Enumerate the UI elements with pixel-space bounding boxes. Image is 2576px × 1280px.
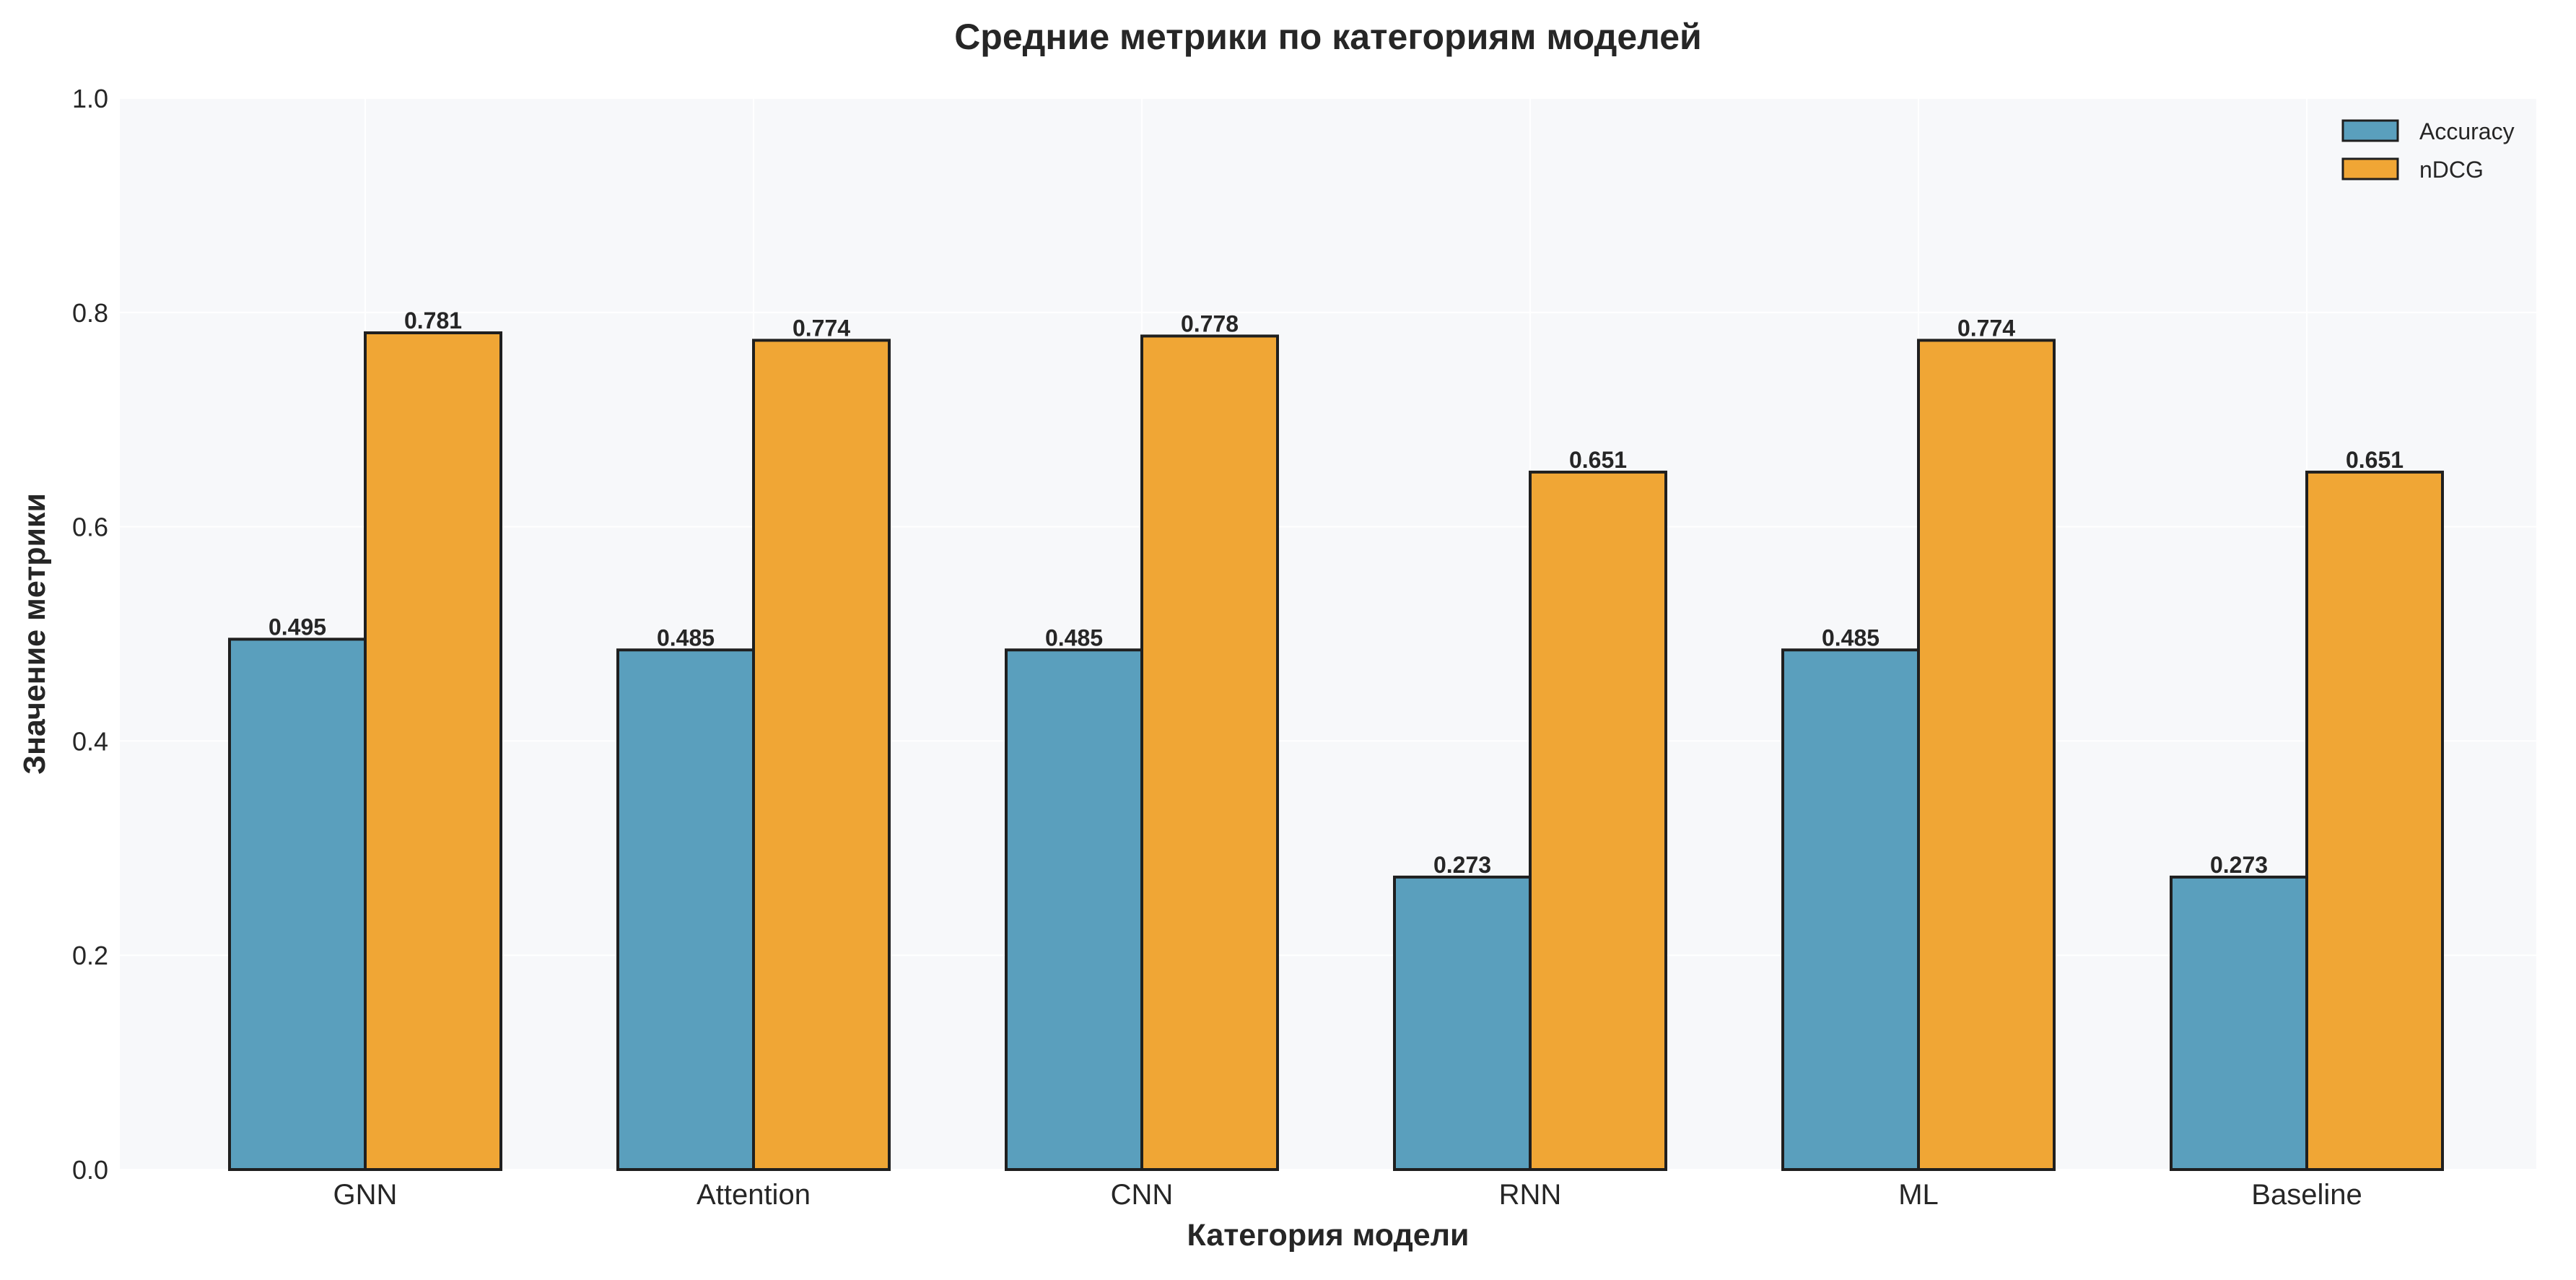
x-tick-label: CNN (1111, 1179, 1174, 1211)
data-label: 0.485 (1822, 624, 1879, 650)
x-axis-label: Категория модели (1187, 1218, 1470, 1253)
bar-accuracy-rnn (1393, 875, 1532, 1172)
legend-label-accuracy: Accuracy (2419, 118, 2515, 144)
x-tick-label: RNN (1499, 1179, 1562, 1211)
bar-accuracy-cnn (1005, 648, 1143, 1171)
data-label: 0.495 (268, 614, 326, 640)
data-label: 0.651 (2346, 447, 2403, 473)
bar-accuracy-gnn (228, 637, 367, 1171)
y-tick-label: 1.0 (72, 84, 108, 113)
bar-accuracy-baseline (2170, 875, 2308, 1172)
data-label: 0.273 (1433, 852, 1491, 878)
y-tick-label: 0.0 (72, 1155, 108, 1185)
y-tick-label: 0.2 (72, 941, 108, 970)
bar-accuracy-ml (1781, 648, 1920, 1171)
tick-labels: 0.0 0.2 0.4 0.6 0.8 1.0 GNN Attention CNN RNN ML Ba… (72, 84, 2362, 1211)
data-labels: 0.495 0.485 0.485 0.273 0.485 0.273 0.781 0.774… (268, 308, 2403, 878)
y-tick-label: 0.8 (72, 298, 108, 328)
x-tick-label: ML (1898, 1179, 1939, 1211)
data-label: 0.774 (1957, 315, 2015, 341)
legend: Accuracy nDCG (2341, 118, 2515, 183)
bar-ndcg-ml (1917, 339, 2056, 1171)
y-tick-label: 0.4 (72, 726, 108, 756)
data-label: 0.651 (1569, 447, 1627, 473)
bar-ndcg-gnn (364, 331, 502, 1172)
y-tick-label: 0.6 (72, 513, 108, 542)
bar-accuracy-attention (616, 648, 755, 1171)
chart-title: Средние метрики по категориям моделей (954, 17, 1702, 57)
data-label: 0.781 (404, 308, 462, 334)
x-tick-label: GNN (333, 1179, 398, 1211)
bar-ndcg-cnn (1140, 334, 1279, 1171)
bar-ndcg-baseline (2305, 470, 2444, 1171)
plot-area (120, 98, 2536, 1170)
legend-label-ndcg: nDCG (2419, 157, 2484, 183)
data-label: 0.485 (657, 624, 715, 650)
data-label: 0.778 (1181, 310, 1239, 336)
x-tick-label: Baseline (2251, 1179, 2362, 1211)
x-tick-label: Attention (697, 1179, 811, 1211)
data-label: 0.774 (793, 315, 850, 341)
data-label: 0.485 (1045, 624, 1103, 650)
legend-swatch-accuracy (2341, 119, 2399, 142)
bar-ndcg-attention (752, 339, 891, 1171)
y-axis-label: Значение метрики (17, 493, 52, 775)
bars (228, 331, 2444, 1172)
legend-swatch-ndcg (2341, 157, 2399, 180)
bar-ndcg-rnn (1529, 470, 1667, 1171)
data-label: 0.273 (2210, 852, 2268, 878)
